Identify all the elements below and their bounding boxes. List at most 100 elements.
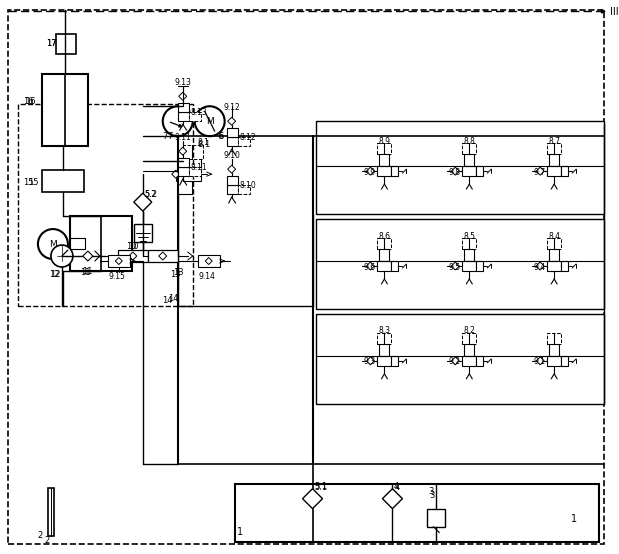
- Text: 9.13: 9.13: [175, 78, 192, 87]
- Text: 4: 4: [394, 482, 399, 491]
- Text: 5.1: 5.1: [314, 482, 327, 491]
- Text: 2: 2: [44, 536, 49, 545]
- Polygon shape: [171, 170, 180, 178]
- Text: 9.7: 9.7: [533, 168, 545, 177]
- Text: 9.9: 9.9: [363, 168, 376, 177]
- Bar: [547, 143, 561, 154]
- Text: 8.3: 8.3: [378, 326, 391, 335]
- Bar: [134, 224, 152, 242]
- Bar: [561, 261, 568, 271]
- Polygon shape: [536, 167, 544, 175]
- Text: 8.11: 8.11: [191, 163, 207, 172]
- Bar: [70, 216, 132, 271]
- Polygon shape: [536, 357, 544, 365]
- Bar: [56, 34, 76, 54]
- Circle shape: [51, 245, 73, 267]
- Bar: [378, 166, 391, 176]
- Bar: [108, 255, 130, 267]
- Polygon shape: [179, 93, 187, 100]
- Bar: [189, 167, 201, 176]
- Bar: [561, 166, 568, 176]
- Text: 9.3: 9.3: [363, 357, 376, 366]
- Text: 3: 3: [428, 487, 434, 496]
- Text: 17: 17: [46, 39, 56, 48]
- Bar: [227, 128, 238, 137]
- Bar: [18, 104, 193, 306]
- Bar: [316, 314, 604, 404]
- Polygon shape: [451, 262, 459, 270]
- Bar: [238, 137, 249, 146]
- Text: 8.4: 8.4: [548, 232, 560, 240]
- Text: 16: 16: [25, 97, 35, 106]
- Text: 13: 13: [173, 268, 183, 276]
- Text: 9.6: 9.6: [363, 263, 376, 271]
- Polygon shape: [179, 147, 187, 155]
- Text: 6: 6: [218, 132, 223, 141]
- Polygon shape: [228, 165, 236, 173]
- Bar: [379, 344, 389, 356]
- Text: 5.1: 5.1: [314, 483, 327, 492]
- Bar: [549, 154, 559, 166]
- Text: 8.5: 8.5: [463, 232, 475, 240]
- Text: 8.6: 8.6: [378, 232, 391, 240]
- Text: 12: 12: [50, 269, 61, 279]
- Bar: [379, 249, 389, 261]
- Text: 2: 2: [37, 531, 42, 540]
- Bar: [547, 238, 561, 249]
- Text: 8.2: 8.2: [463, 326, 475, 335]
- Circle shape: [163, 106, 193, 136]
- Text: 8.12: 8.12: [240, 133, 256, 142]
- Text: M: M: [206, 117, 214, 126]
- Text: 8.9: 8.9: [378, 137, 391, 146]
- Text: 15: 15: [28, 178, 38, 187]
- Text: 4: 4: [394, 483, 400, 492]
- Bar: [197, 255, 220, 267]
- Text: 1: 1: [571, 514, 578, 524]
- Text: 9.11: 9.11: [175, 133, 191, 142]
- Text: 9.14: 9.14: [199, 271, 215, 280]
- Bar: [183, 153, 201, 167]
- Text: 12: 12: [49, 269, 59, 279]
- Text: 9.5: 9.5: [448, 263, 461, 271]
- Bar: [378, 238, 391, 249]
- Text: 8.1: 8.1: [197, 138, 210, 147]
- Bar: [178, 167, 189, 176]
- Polygon shape: [366, 357, 374, 365]
- Bar: [316, 121, 604, 214]
- Bar: [378, 356, 391, 366]
- Text: 8.1: 8.1: [197, 140, 211, 148]
- Polygon shape: [228, 117, 236, 125]
- Text: 13: 13: [170, 269, 180, 279]
- Text: 9.1: 9.1: [533, 357, 545, 366]
- Bar: [547, 166, 561, 176]
- Bar: [464, 249, 474, 261]
- Bar: [378, 333, 391, 344]
- Text: 10: 10: [126, 242, 136, 250]
- Polygon shape: [129, 252, 137, 260]
- Text: 9.2: 9.2: [448, 357, 461, 366]
- Bar: [462, 166, 476, 176]
- Text: III: III: [610, 7, 619, 17]
- Text: 5.2: 5.2: [145, 189, 158, 199]
- Polygon shape: [303, 489, 322, 509]
- Polygon shape: [366, 167, 374, 175]
- Text: 9.8: 9.8: [448, 168, 461, 177]
- Bar: [48, 488, 54, 536]
- Text: 11: 11: [82, 266, 92, 275]
- Bar: [378, 143, 391, 154]
- Bar: [462, 143, 476, 154]
- Bar: [235, 484, 599, 542]
- Text: 9.10: 9.10: [223, 151, 241, 160]
- Polygon shape: [205, 258, 212, 264]
- Bar: [148, 250, 178, 262]
- Bar: [462, 333, 476, 344]
- Text: 17: 17: [46, 39, 56, 48]
- Bar: [227, 176, 238, 185]
- Text: 14: 14: [162, 296, 172, 305]
- Circle shape: [38, 229, 68, 259]
- Text: 8.10: 8.10: [240, 181, 256, 189]
- Bar: [316, 219, 604, 309]
- Circle shape: [195, 106, 225, 136]
- Text: 10: 10: [128, 242, 138, 250]
- Polygon shape: [451, 357, 459, 365]
